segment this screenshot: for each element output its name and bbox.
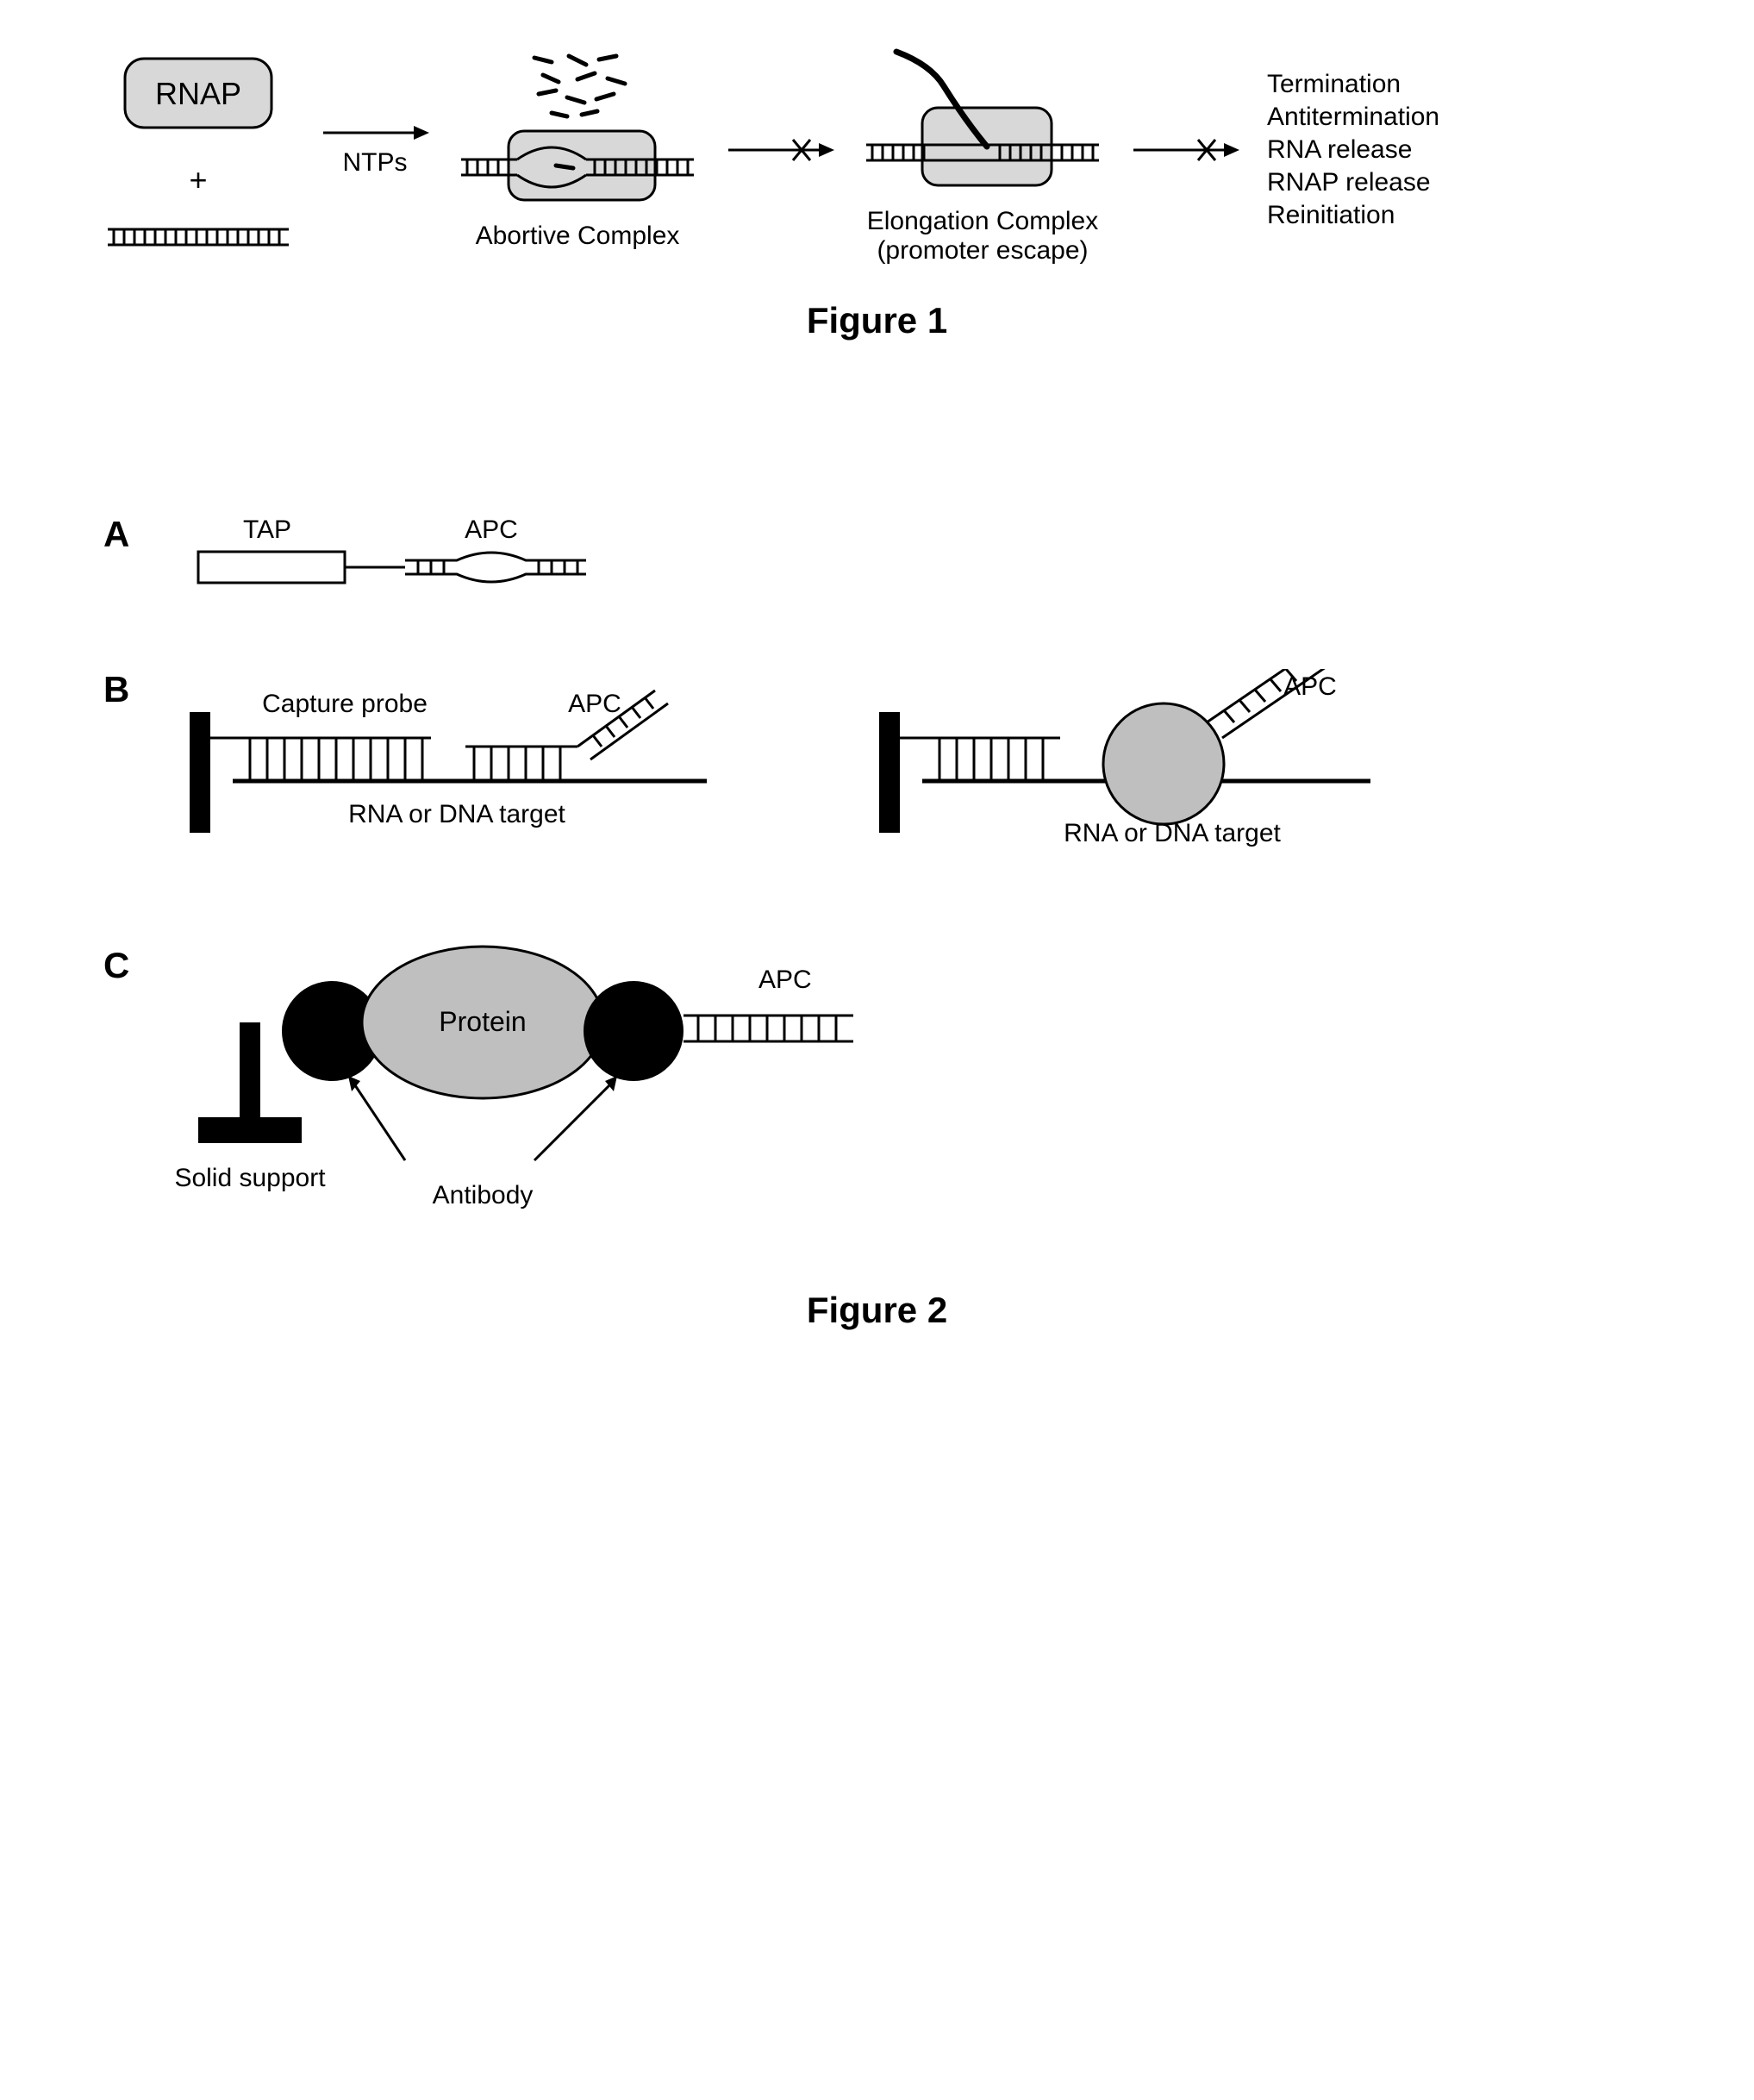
panel-a-diagram: TAP APC bbox=[172, 514, 655, 617]
arrow-ntps-group: NTPs bbox=[319, 122, 431, 178]
arrow-icon bbox=[319, 122, 431, 143]
apc-label: APC bbox=[758, 966, 812, 994]
figure-2-title: Figure 2 bbox=[34, 1290, 1720, 1331]
elongation-label-2: (promoter escape) bbox=[867, 236, 1099, 266]
outcome-item: Reinitiation bbox=[1267, 201, 1439, 230]
figure-2: A TAP APC B bbox=[34, 514, 1720, 1331]
panel-b-label: B bbox=[103, 669, 138, 710]
panel-b-right-diagram: APC bbox=[862, 669, 1396, 893]
dna-template-icon bbox=[103, 224, 293, 250]
rnap-label: RNAP bbox=[155, 76, 241, 111]
blocked-arrow-icon bbox=[724, 137, 836, 163]
apc-label: APC bbox=[465, 516, 518, 544]
elongation-complex-group: Elongation Complex (promoter escape) bbox=[862, 34, 1103, 266]
rnap-dna-group: RNAP + bbox=[103, 50, 293, 250]
outcome-item: Antitermination bbox=[1267, 103, 1439, 132]
target-label: RNA or DNA target bbox=[348, 800, 565, 828]
panel-c: C Protein APC bbox=[34, 945, 1720, 1238]
panel-b: B Capture probe APC bbox=[34, 669, 1720, 893]
antibody-label: Antibody bbox=[433, 1181, 534, 1209]
blocked-arrow-icon bbox=[1129, 137, 1241, 163]
figure-1: RNAP + bbox=[34, 34, 1720, 341]
apc-label: APC bbox=[568, 690, 621, 718]
panel-b-left-diagram: Capture probe APC bbox=[172, 678, 724, 884]
abortive-label: Abortive Complex bbox=[476, 222, 680, 251]
panel-a: A TAP APC bbox=[34, 514, 1720, 617]
rnap-box-icon: RNAP bbox=[116, 50, 280, 136]
outcome-item: RNA release bbox=[1267, 135, 1439, 165]
panel-a-label: A bbox=[103, 514, 138, 555]
outcome-list: Termination Antitermination RNA release … bbox=[1267, 70, 1439, 230]
abortive-complex-group: Abortive Complex bbox=[457, 49, 698, 251]
capture-label: Capture probe bbox=[262, 690, 428, 718]
solid-support-label: Solid support bbox=[174, 1164, 326, 1192]
ntps-label: NTPs bbox=[343, 148, 408, 178]
figure-1-content: RNAP + bbox=[34, 34, 1720, 266]
protein-label: Protein bbox=[439, 1006, 526, 1037]
abortive-complex-icon bbox=[457, 49, 698, 204]
tap-label: TAP bbox=[243, 516, 291, 544]
outcome-item: Termination bbox=[1267, 70, 1439, 99]
plus-sign: + bbox=[189, 162, 207, 198]
panel-c-label: C bbox=[103, 945, 138, 986]
target-label: RNA or DNA target bbox=[1064, 819, 1281, 847]
panel-c-diagram: Protein APC Solid support bbox=[172, 945, 931, 1238]
outcome-item: RNAP release bbox=[1267, 168, 1439, 197]
figure-1-title: Figure 1 bbox=[34, 300, 1720, 341]
elongation-label-1: Elongation Complex bbox=[867, 207, 1099, 236]
elongation-complex-icon bbox=[862, 34, 1103, 190]
